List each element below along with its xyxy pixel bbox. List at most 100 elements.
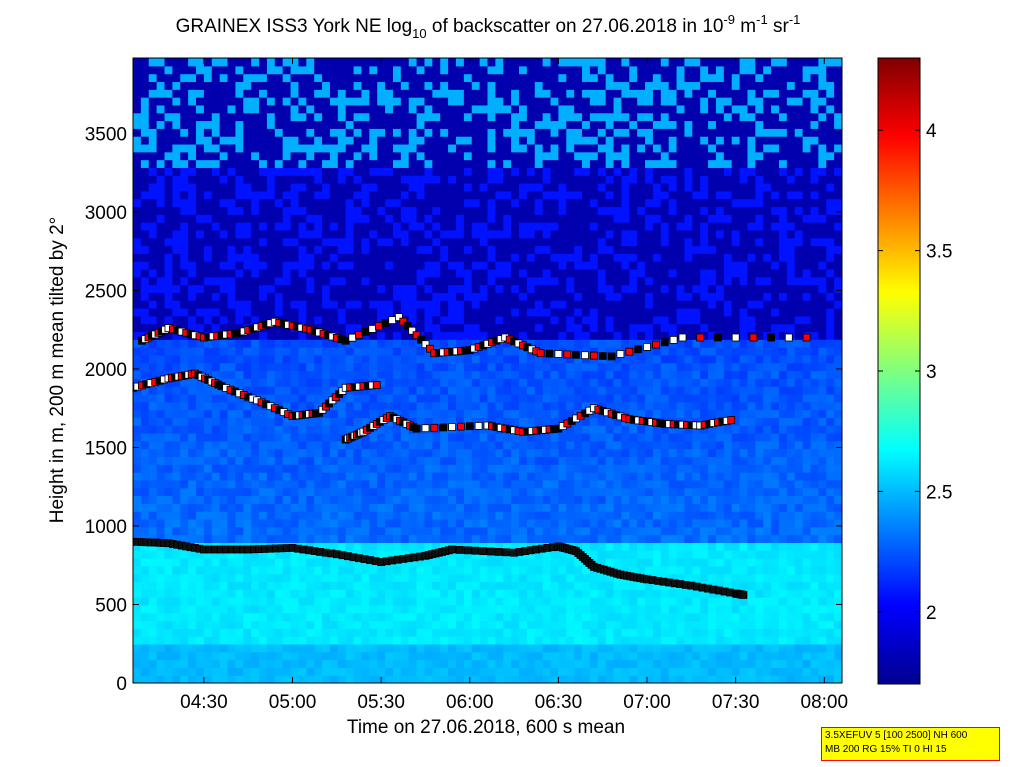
heatmap-cell — [463, 675, 473, 683]
heatmap-cell — [621, 393, 630, 403]
heatmap-cell — [487, 378, 496, 387]
heatmap-cell — [377, 159, 386, 168]
heatmap-cell — [519, 487, 528, 497]
heatmap-cell — [455, 151, 465, 161]
heatmap-cell — [211, 464, 221, 473]
heatmap-cell — [180, 339, 189, 348]
heatmap-cell — [306, 393, 315, 403]
heatmap-cell — [172, 151, 181, 161]
heatmap-cell — [219, 300, 229, 309]
heatmap-cell — [164, 339, 173, 348]
heatmap-cell — [164, 667, 173, 676]
heatmap-cell — [219, 511, 229, 520]
heatmap-cell — [345, 417, 355, 426]
heatmap-cell — [448, 128, 457, 137]
heatmap-cell — [408, 487, 418, 497]
heatmap-cell — [432, 518, 441, 528]
heatmap-cell — [196, 643, 205, 653]
heatmap-cell — [251, 214, 260, 223]
heatmap-cell — [534, 511, 544, 520]
heatmap-cell — [259, 315, 268, 325]
heatmap-cell — [203, 276, 213, 286]
heatmap-cell — [274, 175, 284, 184]
heatmap-cell — [455, 518, 465, 528]
heatmap-cell — [148, 128, 158, 137]
heatmap-cell — [463, 479, 473, 489]
heatmap-cell — [345, 143, 355, 153]
heatmap-cell — [534, 81, 544, 90]
heatmap-cell — [377, 370, 386, 379]
heatmap-cell — [424, 190, 433, 200]
heatmap-cell — [361, 222, 370, 231]
heatmap-cell — [172, 636, 181, 645]
heatmap-cell — [329, 526, 339, 536]
heatmap-cell — [377, 503, 386, 512]
heatmap-cell — [392, 354, 402, 364]
heatmap-cell — [377, 472, 386, 481]
heatmap-cell — [337, 495, 347, 504]
heatmap-cell — [274, 143, 284, 153]
heatmap-cell — [322, 479, 331, 489]
heatmap-cell — [172, 237, 181, 247]
heatmap-cell — [282, 104, 292, 114]
heatmap-cell — [526, 417, 536, 426]
heatmap-cell — [534, 308, 544, 317]
heatmap-cell — [440, 151, 449, 161]
heatmap-cell — [274, 386, 284, 395]
heatmap-cell — [589, 315, 599, 325]
heatmap-cell — [133, 81, 142, 90]
heatmap-cell — [353, 159, 363, 168]
heatmap-cell — [164, 550, 173, 559]
heatmap-cell — [180, 604, 189, 614]
heatmap-cell — [148, 643, 158, 653]
heatmap-cell — [597, 151, 607, 161]
heatmap-cell — [140, 448, 150, 458]
heatmap-cell — [550, 518, 559, 528]
heatmap-cell — [574, 292, 583, 301]
heatmap-cell — [463, 628, 473, 637]
heatmap-cell — [534, 339, 544, 348]
heatmap-cell — [534, 237, 544, 247]
heatmap-cell — [582, 472, 591, 481]
heatmap-cell — [400, 347, 410, 356]
heatmap-cell — [613, 581, 623, 590]
heatmap-cell — [148, 308, 158, 317]
heatmap-cell — [259, 448, 268, 458]
heatmap-cell — [180, 628, 189, 637]
heatmap-cell — [196, 167, 205, 176]
heatmap-cell — [605, 222, 615, 231]
heatmap-cell — [251, 315, 260, 325]
heatmap-cell — [227, 362, 237, 372]
heatmap-cell — [550, 284, 559, 293]
heatmap-cell — [589, 503, 599, 512]
heatmap-cell — [558, 65, 567, 75]
heatmap-cell — [298, 597, 307, 606]
heatmap-cell — [211, 167, 221, 176]
heatmap-cell — [337, 675, 347, 683]
heatmap-cell — [385, 464, 394, 473]
heatmap-cell — [558, 58, 567, 67]
heatmap-cell — [203, 190, 213, 200]
heatmap-cell — [298, 190, 307, 200]
heatmap-cell — [306, 229, 315, 239]
heatmap-cell — [314, 112, 323, 122]
heatmap-cell — [361, 526, 370, 536]
heatmap-cell — [172, 104, 181, 114]
heatmap-cell — [172, 628, 181, 637]
heatmap-cell — [298, 347, 307, 356]
heatmap-cell — [322, 565, 331, 575]
heatmap-cell — [361, 136, 370, 145]
heatmap-cell — [487, 604, 496, 614]
heatmap-cell — [550, 81, 559, 90]
heatmap-cell — [361, 362, 370, 372]
heatmap-cell — [227, 464, 237, 473]
heatmap-cell — [605, 89, 615, 98]
heatmap-cell — [558, 112, 567, 122]
heatmap-cell — [345, 675, 355, 683]
heatmap-cell — [503, 104, 512, 114]
heatmap-cell — [440, 440, 449, 450]
heatmap-cell — [290, 183, 300, 192]
heatmap-cell — [274, 183, 284, 192]
heatmap-cell — [613, 229, 623, 239]
heatmap-cell — [589, 128, 599, 137]
